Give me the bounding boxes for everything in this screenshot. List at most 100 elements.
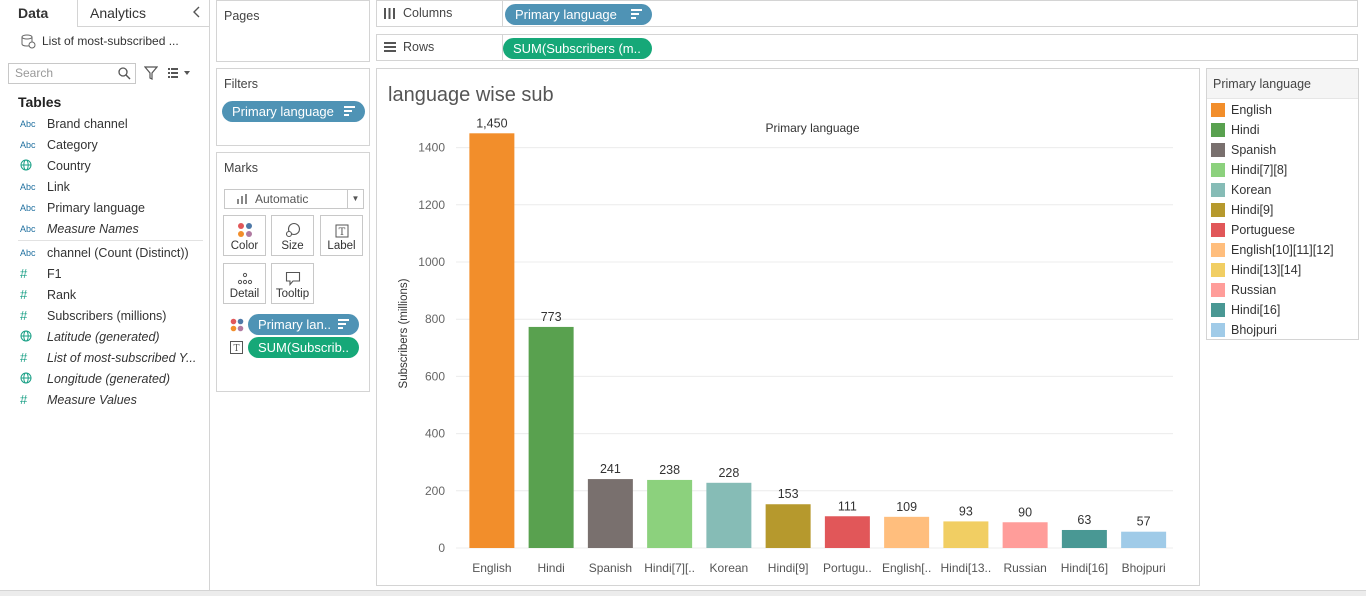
legend-label: Hindi[9] bbox=[1231, 203, 1274, 217]
field-item[interactable]: Abc channel (Count (Distinct)) bbox=[0, 242, 209, 263]
legend-item[interactable]: Hindi[16] bbox=[1207, 300, 1358, 320]
bar-value-label: 109 bbox=[896, 500, 917, 514]
x-tick-label: Bhojpuri bbox=[1122, 561, 1166, 575]
x-tick-label: English bbox=[472, 561, 511, 575]
tooltip-label: Tooltip bbox=[275, 288, 310, 300]
bar-value-label: 228 bbox=[718, 466, 739, 480]
y-tick-label: 800 bbox=[425, 312, 445, 326]
bar-value-label: 57 bbox=[1137, 515, 1151, 529]
string-type-icon: Abc bbox=[20, 223, 36, 234]
bar-value-label: 238 bbox=[659, 463, 680, 477]
bar bbox=[1061, 529, 1107, 548]
rows-icon bbox=[384, 42, 396, 52]
legend-item[interactable]: English[10][11][12] bbox=[1207, 240, 1358, 260]
tab-analytics[interactable]: Analytics bbox=[90, 5, 147, 21]
legend-item[interactable]: English bbox=[1207, 100, 1358, 120]
x-tick-label: Hindi[16] bbox=[1061, 561, 1108, 575]
legend-label: Bhojpuri bbox=[1231, 323, 1277, 337]
columns-pill-primary-language[interactable]: Primary language bbox=[505, 4, 652, 25]
bar-value-label: 1,450 bbox=[476, 116, 507, 130]
field-item[interactable]: # Rank bbox=[0, 284, 209, 305]
tooltip-button[interactable]: Tooltip bbox=[271, 263, 314, 304]
field-name: Brand channel bbox=[47, 116, 128, 131]
field-item[interactable]: # Measure Values bbox=[0, 389, 209, 410]
legend-item[interactable]: Portuguese bbox=[1207, 220, 1358, 240]
datasource-icon bbox=[21, 34, 36, 49]
legend-item[interactable]: Spanish bbox=[1207, 140, 1358, 160]
legend-item[interactable]: Hindi[7][8] bbox=[1207, 160, 1358, 180]
field-item[interactable]: Abc Brand channel bbox=[0, 113, 209, 134]
label-pill-sum-subscribers[interactable]: SUM(Subscrib.. bbox=[248, 337, 359, 358]
legend-items: English Hindi Spanish Hindi[7][8] Korean Hind… bbox=[1207, 99, 1358, 340]
filter-icon[interactable] bbox=[144, 66, 158, 80]
sort-icon bbox=[344, 106, 355, 116]
field-item[interactable]: Country bbox=[0, 155, 209, 176]
string-type-icon: Abc bbox=[20, 139, 36, 150]
legend-swatch bbox=[1211, 143, 1225, 157]
pages-card[interactable]: Pages bbox=[216, 0, 370, 62]
rows-shelf[interactable]: Rows SUM(Subscribers (m.. bbox=[376, 34, 1358, 61]
dimension-fields: Abc Brand channel Abc Category Country Abc Lin… bbox=[0, 113, 209, 239]
legend-item[interactable]: Hindi bbox=[1207, 120, 1358, 140]
field-item[interactable]: Longitude (generated) bbox=[0, 368, 209, 389]
bar-value-label: 153 bbox=[778, 487, 799, 501]
x-tick-label: Russian bbox=[1003, 561, 1046, 575]
field-item[interactable]: Abc Measure Names bbox=[0, 218, 209, 239]
globe-icon bbox=[20, 330, 47, 344]
detail-button[interactable]: Detail bbox=[223, 263, 266, 304]
field-item[interactable]: Latitude (generated) bbox=[0, 326, 209, 347]
field-item[interactable]: # List of most-subscribed Y... bbox=[0, 347, 209, 368]
string-type-icon: Abc bbox=[20, 181, 36, 192]
x-tick-label: Spanish bbox=[589, 561, 632, 575]
legend-item[interactable]: Hindi[9] bbox=[1207, 200, 1358, 220]
field-name: Measure Names bbox=[47, 221, 139, 236]
legend-item[interactable]: Bhojpuri bbox=[1207, 320, 1358, 340]
tab-data[interactable]: Data bbox=[0, 0, 78, 27]
bar bbox=[706, 482, 752, 548]
field-name: List of most-subscribed Y... bbox=[47, 350, 197, 365]
worksheet-view: language wise sub 0 200 400 600 800 1000 1200 1… bbox=[376, 68, 1200, 586]
y-tick-label: 1400 bbox=[418, 141, 445, 155]
color-pill-primary-language[interactable]: Primary lan.. bbox=[248, 314, 359, 335]
legend-swatch bbox=[1211, 103, 1225, 117]
field-item[interactable]: Abc Link bbox=[0, 176, 209, 197]
mark-type-dropdown[interactable]: Automatic ▼ bbox=[224, 189, 364, 209]
bar bbox=[943, 521, 989, 548]
legend-title: Primary language bbox=[1207, 69, 1358, 99]
legend-item[interactable]: Korean bbox=[1207, 180, 1358, 200]
label-button[interactable]: T Label bbox=[320, 215, 363, 256]
pane-tabs: Data Analytics bbox=[0, 0, 209, 27]
legend-item[interactable]: Hindi[13][14] bbox=[1207, 260, 1358, 280]
field-item[interactable]: Abc Primary language bbox=[0, 197, 209, 218]
legend-swatch bbox=[1211, 163, 1225, 177]
filter-pill-primary-language[interactable]: Primary language bbox=[222, 101, 365, 122]
y-tick-label: 400 bbox=[425, 427, 445, 441]
legend-swatch bbox=[1211, 283, 1225, 297]
columns-shelf[interactable]: Columns Primary language bbox=[376, 0, 1358, 27]
size-button[interactable]: Size bbox=[271, 215, 314, 256]
color-button[interactable]: Color bbox=[223, 215, 266, 256]
legend-swatch bbox=[1211, 203, 1225, 217]
list-view-icon[interactable] bbox=[166, 66, 192, 80]
y-tick-label: 0 bbox=[438, 541, 445, 555]
legend-label: Hindi[13][14] bbox=[1231, 263, 1302, 277]
filters-title: Filters bbox=[224, 77, 259, 91]
legend-swatch bbox=[1211, 223, 1225, 237]
field-item[interactable]: # F1 bbox=[0, 263, 209, 284]
marks-card: Marks Automatic ▼ Color Size T Label Det… bbox=[216, 152, 370, 392]
filters-card[interactable]: Filters Primary language bbox=[216, 68, 370, 146]
tables-title: Tables bbox=[18, 94, 62, 110]
legend-item[interactable]: Russian bbox=[1207, 280, 1358, 300]
legend-label: Hindi[16] bbox=[1231, 303, 1281, 317]
bar-value-label: 241 bbox=[600, 462, 621, 476]
datasource-item[interactable]: List of most-subscribed ... bbox=[0, 27, 209, 55]
field-name: Subscribers (millions) bbox=[47, 308, 167, 323]
field-item[interactable]: # Subscribers (millions) bbox=[0, 305, 209, 326]
search-input[interactable]: Search bbox=[8, 62, 136, 84]
chevron-left-icon[interactable] bbox=[185, 0, 209, 26]
legend-label: Korean bbox=[1231, 183, 1272, 197]
field-item[interactable]: Abc Category bbox=[0, 134, 209, 155]
bar-value-label: 111 bbox=[838, 499, 857, 513]
rows-pill-sum-subscribers[interactable]: SUM(Subscribers (m.. bbox=[503, 38, 652, 59]
number-type-icon: # bbox=[20, 350, 28, 365]
